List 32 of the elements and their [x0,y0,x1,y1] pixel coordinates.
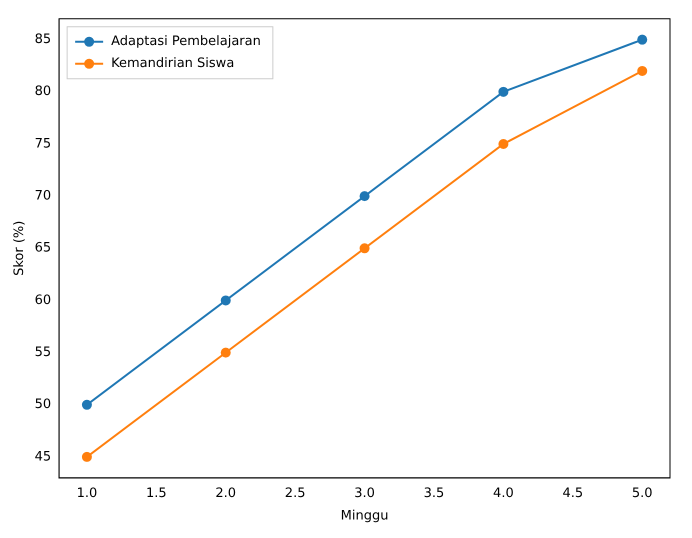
point [637,66,648,76]
x-tick-label: 3.5 [424,486,444,501]
y-tick-label: 80 [34,84,52,100]
y-tick-label: 60 [34,292,52,308]
point [220,295,231,306]
point [498,138,508,149]
point [498,86,508,97]
x-tick-label: 5.0 [632,486,653,501]
y-axis-title: Skor (%) [12,220,28,276]
point [360,243,370,254]
legend-label: Kemandirian Siswa [111,56,234,72]
legend-label: Adaptasi Pembelajaran [111,34,261,50]
y-tick-label: 50 [34,397,52,412]
x-tick-label: 2.5 [284,486,306,501]
y-tick-label: 70 [34,188,52,204]
y-tick-label: 75 [34,136,52,152]
point [82,400,92,410]
x-tick-label: 2.0 [215,486,236,501]
y-tick-label: 45 [34,449,52,464]
x-tick-label: 4.0 [493,486,514,501]
y-tick-label: 85 [34,32,52,48]
x-tick-label: 1.0 [76,486,98,501]
point [360,191,370,202]
y-tick-label: 55 [34,344,52,360]
point [637,34,648,45]
x-tick-label: 4.5 [562,486,584,501]
x-tick-label: 1.5 [146,486,167,501]
point [220,348,231,358]
x-axis-title: Minggu [340,508,388,524]
point [82,452,92,462]
x-tick-label: 3.0 [354,486,375,501]
y-tick-label: 65 [34,240,52,256]
